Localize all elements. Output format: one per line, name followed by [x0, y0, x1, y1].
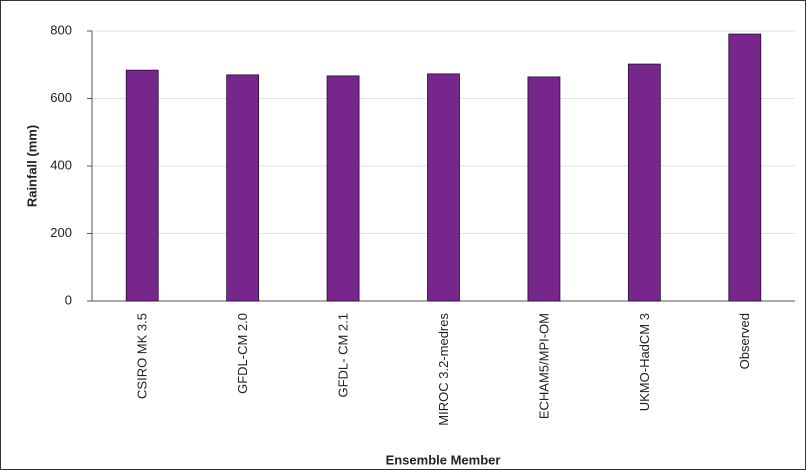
- x-tick-label: MIROC 3.2-medres: [436, 313, 451, 426]
- x-tick-label: ECHAM5/MPI-OM: [536, 313, 551, 419]
- bar: [326, 75, 360, 302]
- bar: [427, 73, 460, 302]
- y-tick-label: 0: [65, 292, 72, 307]
- bar: [125, 69, 159, 302]
- x-tick-label: GFDL- CM 2.1: [336, 313, 351, 398]
- x-axis-title: Ensemble Member: [386, 452, 501, 467]
- x-tick-label: UKMO-HadCM 3: [637, 313, 652, 411]
- y-tick-label: 600: [50, 90, 72, 105]
- y-tick-label: 400: [50, 157, 72, 172]
- y-tick-label: 800: [50, 22, 72, 37]
- y-axis-title: Rainfall (mm): [24, 125, 39, 207]
- x-tick-label: CSIRO MK 3.5: [135, 313, 150, 399]
- bar: [728, 33, 762, 302]
- y-tick-label: 200: [50, 225, 72, 240]
- bar: [226, 74, 260, 302]
- x-tick-label: GFDL-CM 2.0: [235, 313, 250, 394]
- x-tick-label: Observed: [737, 313, 752, 369]
- bar: [627, 63, 661, 302]
- bar: [527, 76, 561, 302]
